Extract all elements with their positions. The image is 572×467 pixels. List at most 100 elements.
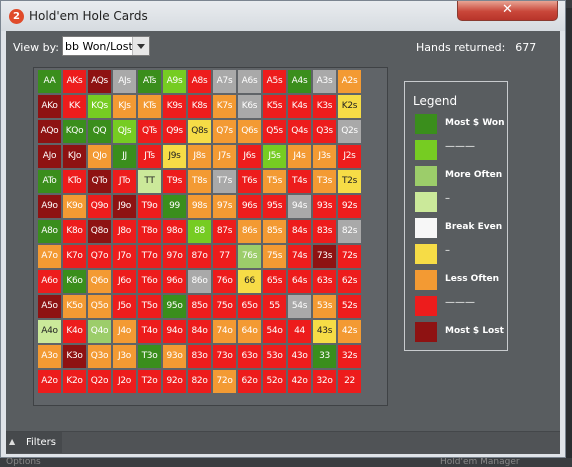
hand-cell[interactable]: 99 (163, 195, 186, 218)
hand-cell[interactable]: A4o (38, 320, 61, 343)
hand-cell[interactable]: Q3s (313, 120, 336, 143)
hand-cell[interactable]: T2o (138, 370, 161, 393)
hand-cell[interactable]: Q4o (88, 320, 111, 343)
hand-cell[interactable]: 98s (188, 195, 211, 218)
hand-cell[interactable]: 74s (288, 245, 311, 268)
hand-cell[interactable]: Q7o (88, 245, 111, 268)
hand-cell[interactable]: T2s (338, 170, 361, 193)
hand-cell[interactable]: A3o (38, 345, 61, 368)
view-by-select[interactable]: bb Won/Lost (62, 36, 150, 56)
hand-cell[interactable]: 53o (263, 345, 286, 368)
hand-cell[interactable]: 63o (238, 345, 261, 368)
hand-cell[interactable]: 33 (313, 345, 336, 368)
hand-cell[interactable]: J4s (288, 145, 311, 168)
hand-cell[interactable]: 77 (213, 245, 236, 268)
hand-cell[interactable]: 73s (313, 245, 336, 268)
hand-cell[interactable]: 87o (188, 245, 211, 268)
hand-cell[interactable]: 83s (313, 220, 336, 243)
hand-cell[interactable]: T3s (313, 170, 336, 193)
hand-cell[interactable]: 82o (188, 370, 211, 393)
hand-cell[interactable]: 72o (213, 370, 236, 393)
hand-cell[interactable]: 87s (213, 220, 236, 243)
hand-cell[interactable]: K2s (338, 95, 361, 118)
hand-cell[interactable]: A7o (38, 245, 61, 268)
hand-cell[interactable]: K9o (63, 195, 86, 218)
hand-cell[interactable]: J4o (113, 320, 136, 343)
hand-cell[interactable]: J2s (338, 145, 361, 168)
hand-cell[interactable]: 94s (288, 195, 311, 218)
hand-cell[interactable]: Q9o (88, 195, 111, 218)
filters-button[interactable]: ▲ Filters (6, 432, 62, 453)
hand-cell[interactable]: 52s (338, 295, 361, 318)
hand-cell[interactable]: 84o (188, 320, 211, 343)
hand-cell[interactable]: AKs (63, 70, 86, 93)
hand-cell[interactable]: K9s (163, 95, 186, 118)
hand-cell[interactable]: AA (38, 70, 61, 93)
hand-cell[interactable]: 66 (238, 270, 261, 293)
hand-cell[interactable]: Q5o (88, 295, 111, 318)
hand-cell[interactable]: AJs (113, 70, 136, 93)
hand-cell[interactable]: T5o (138, 295, 161, 318)
hand-cell[interactable]: 32s (338, 345, 361, 368)
hand-cell[interactable]: 22 (338, 370, 361, 393)
hand-cell[interactable]: J7o (113, 245, 136, 268)
hand-cell[interactable]: AKo (38, 95, 61, 118)
hand-cell[interactable]: Q6s (238, 120, 261, 143)
hand-cell[interactable]: JJ (113, 145, 136, 168)
hand-cell[interactable]: 64s (288, 270, 311, 293)
hand-cell[interactable]: AQo (38, 120, 61, 143)
hand-cell[interactable]: T9o (138, 195, 161, 218)
hand-cell[interactable]: 88 (188, 220, 211, 243)
hand-cell[interactable]: A4s (288, 70, 311, 93)
hand-cell[interactable]: 54o (263, 320, 286, 343)
hand-cell[interactable]: T7o (138, 245, 161, 268)
hand-cell[interactable]: K4o (63, 320, 86, 343)
hand-cell[interactable]: QTs (138, 120, 161, 143)
hand-cell[interactable]: T5s (263, 170, 286, 193)
hand-cell[interactable]: JTo (113, 170, 136, 193)
hand-cell[interactable]: J3s (313, 145, 336, 168)
hand-cell[interactable]: K5s (263, 95, 286, 118)
hand-cell[interactable]: A6o (38, 270, 61, 293)
hand-cell[interactable]: KTs (138, 95, 161, 118)
hand-cell[interactable]: 62s (338, 270, 361, 293)
hand-cell[interactable]: 92s (338, 195, 361, 218)
hand-cell[interactable]: A2s (338, 70, 361, 93)
close-button[interactable]: ✕ (457, 1, 558, 21)
hand-cell[interactable]: KTo (63, 170, 86, 193)
hand-cell[interactable]: A8s (188, 70, 211, 93)
hand-cell[interactable]: 73o (213, 345, 236, 368)
hand-cell[interactable]: T8s (188, 170, 211, 193)
hand-cell[interactable]: Q3o (88, 345, 111, 368)
hand-cell[interactable]: J2o (113, 370, 136, 393)
hand-cell[interactable]: 98o (163, 220, 186, 243)
hand-cell[interactable]: A6s (238, 70, 261, 93)
hand-cell[interactable]: 76s (238, 245, 261, 268)
hand-cell[interactable]: Q5s (263, 120, 286, 143)
hand-cell[interactable]: 95o (163, 295, 186, 318)
hand-cell[interactable]: TT (138, 170, 161, 193)
hand-cell[interactable]: A8o (38, 220, 61, 243)
hand-cell[interactable]: KQs (88, 95, 111, 118)
hand-cell[interactable]: AQs (88, 70, 111, 93)
hand-cell[interactable]: A9s (163, 70, 186, 93)
hand-cell[interactable]: 62o (238, 370, 261, 393)
hand-cell[interactable]: A2o (38, 370, 61, 393)
hand-cell[interactable]: A9o (38, 195, 61, 218)
hand-cell[interactable]: Q9s (163, 120, 186, 143)
hand-cell[interactable]: 85o (188, 295, 211, 318)
hand-cell[interactable]: T3o (138, 345, 161, 368)
hand-cell[interactable]: 85s (263, 220, 286, 243)
hand-cell[interactable]: JTs (138, 145, 161, 168)
hand-cell[interactable]: J7s (213, 145, 236, 168)
hand-cell[interactable]: J8o (113, 220, 136, 243)
hand-cell[interactable]: Q8s (188, 120, 211, 143)
hand-cell[interactable]: K6o (63, 270, 86, 293)
hand-cell[interactable]: A5s (263, 70, 286, 93)
hand-cell[interactable]: Q6o (88, 270, 111, 293)
hand-cell[interactable]: Q2o (88, 370, 111, 393)
hand-cell[interactable]: J5s (263, 145, 286, 168)
hand-cell[interactable]: 86o (188, 270, 211, 293)
hand-cell[interactable]: Q7s (213, 120, 236, 143)
hand-cell[interactable]: 86s (238, 220, 261, 243)
